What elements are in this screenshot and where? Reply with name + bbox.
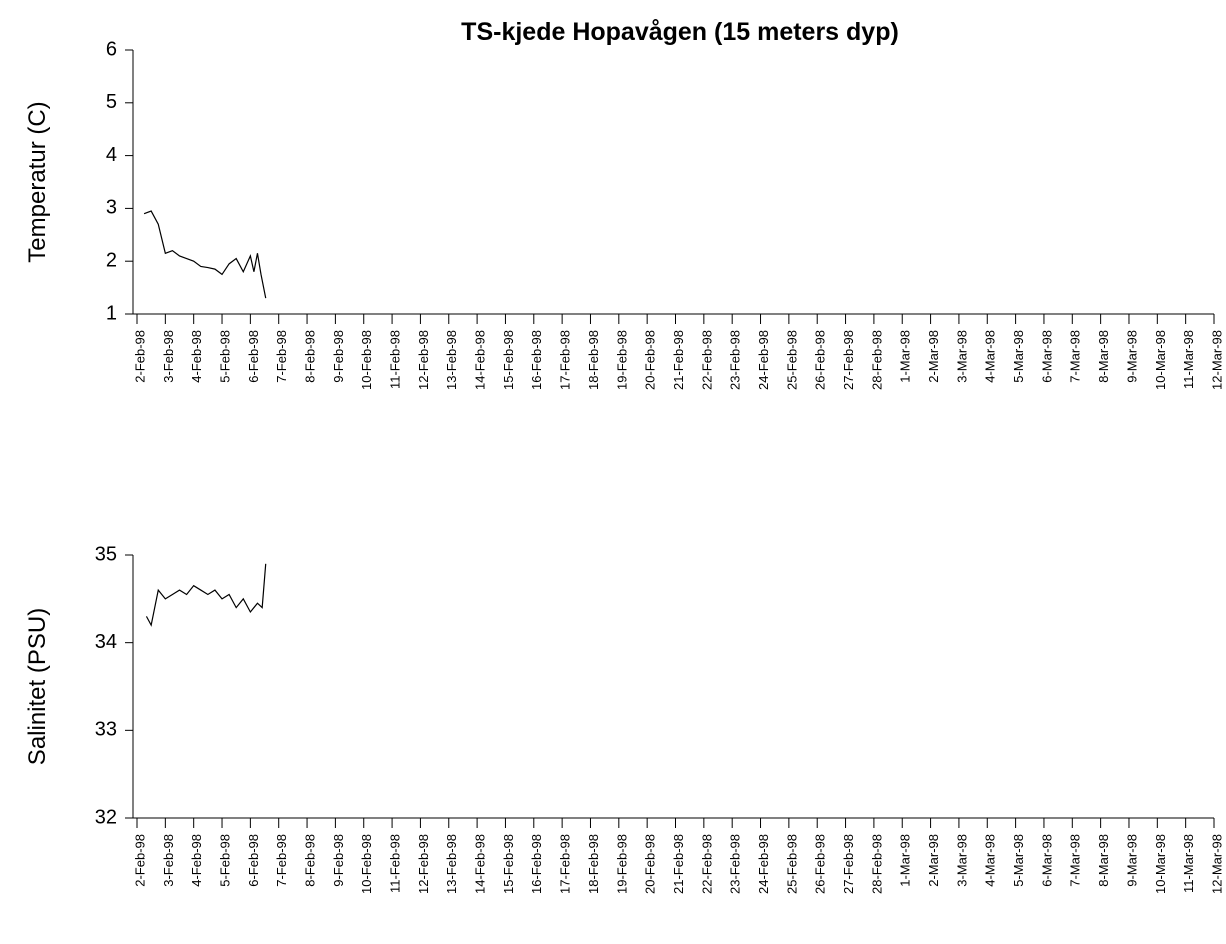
x-tick-label: 11-Feb-98 [388,330,403,389]
x-tick-label: 19-Feb-98 [614,834,629,894]
x-tick-label: 15-Feb-98 [501,330,516,390]
x-tick-label: 8-Mar-98 [1096,330,1111,383]
y-tick-label: 34 [95,631,117,653]
x-tick-label: 7-Feb-98 [274,330,289,383]
x-tick-label: 27-Feb-98 [841,330,856,390]
x-tick-label: 10-Mar-98 [1153,834,1168,894]
x-tick-label: 28-Feb-98 [869,834,884,894]
x-tick-label: 8-Feb-98 [302,834,317,887]
y-tick-label: 32 [95,806,117,828]
x-tick-label: 9-Feb-98 [331,834,346,887]
x-tick-label: 6-Mar-98 [1039,330,1054,383]
x-tick-label: 28-Feb-98 [869,330,884,390]
x-tick-label: 4-Feb-98 [189,834,204,887]
y-axis-label: Temperatur (C) [24,101,51,262]
x-tick-label: 9-Mar-98 [1124,330,1139,383]
x-tick-label: 4-Feb-98 [189,330,204,383]
x-tick-label: 2-Feb-98 [132,330,147,383]
x-tick-label: 23-Feb-98 [728,330,743,390]
x-tick-label: 13-Feb-98 [444,330,459,390]
x-tick-label: 16-Feb-98 [529,834,544,894]
x-tick-label: 5-Mar-98 [1011,834,1026,887]
y-tick-label: 35 [95,543,117,565]
x-tick-label: 10-Mar-98 [1153,330,1168,390]
x-tick-label: 7-Mar-98 [1068,330,1083,383]
y-tick-label: 1 [106,302,117,324]
x-tick-label: 2-Feb-98 [132,834,147,887]
x-tick-label: 19-Feb-98 [614,330,629,390]
x-tick-label: 14-Feb-98 [473,330,488,390]
x-tick-label: 26-Feb-98 [813,330,828,390]
y-tick-label: 2 [106,249,117,271]
y-tick-label: 5 [106,91,117,113]
x-tick-label: 6-Feb-98 [246,834,261,887]
x-tick-label: 4-Mar-98 [983,330,998,383]
x-tick-label: 3-Feb-98 [161,330,176,383]
x-tick-label: 6-Mar-98 [1039,834,1054,887]
x-tick-label: 3-Mar-98 [954,834,969,887]
x-tick-label: 11-Mar-98 [1181,834,1196,893]
x-tick-label: 15-Feb-98 [501,834,516,894]
y-tick-label: 4 [106,144,117,166]
x-tick-label: 23-Feb-98 [728,834,743,894]
data-line [143,210,267,299]
x-tick-label: 11-Mar-98 [1181,330,1196,389]
x-tick-label: 25-Feb-98 [784,330,799,390]
x-tick-label: 1-Mar-98 [898,330,913,383]
x-tick-label: 7-Mar-98 [1068,834,1083,887]
x-tick-label: 18-Feb-98 [586,834,601,894]
x-tick-label: 12-Mar-98 [1209,330,1224,390]
x-tick-label: 18-Feb-98 [586,330,601,390]
x-tick-label: 9-Feb-98 [331,330,346,383]
x-tick-label: 21-Feb-98 [671,834,686,894]
x-tick-label: 8-Mar-98 [1096,834,1111,887]
x-tick-label: 14-Feb-98 [473,834,488,894]
x-tick-label: 11-Feb-98 [388,834,403,893]
x-tick-label: 3-Feb-98 [161,834,176,887]
x-tick-label: 3-Mar-98 [954,330,969,383]
y-tick-label: 6 [106,38,117,60]
x-tick-label: 21-Feb-98 [671,330,686,390]
x-tick-label: 1-Mar-98 [898,834,913,887]
x-tick-label: 16-Feb-98 [529,330,544,390]
x-tick-label: 5-Feb-98 [217,834,232,887]
y-tick-label: 33 [95,719,117,741]
data-line [145,563,267,627]
x-tick-label: 25-Feb-98 [784,834,799,894]
y-axis-label: Salinitet (PSU) [24,608,51,765]
x-tick-label: 9-Mar-98 [1124,834,1139,887]
x-tick-label: 7-Feb-98 [274,834,289,887]
x-tick-label: 22-Feb-98 [699,834,714,894]
x-tick-label: 2-Mar-98 [926,330,941,383]
x-tick-label: 12-Feb-98 [416,330,431,390]
x-tick-label: 22-Feb-98 [699,330,714,390]
x-tick-label: 13-Feb-98 [444,834,459,894]
y-tick-label: 3 [106,197,117,219]
x-tick-label: 10-Feb-98 [359,834,374,894]
x-tick-label: 10-Feb-98 [359,330,374,390]
x-tick-label: 5-Feb-98 [217,330,232,383]
x-tick-label: 20-Feb-98 [643,834,658,894]
x-tick-label: 4-Mar-98 [983,834,998,887]
x-tick-label: 20-Feb-98 [643,330,658,390]
x-tick-label: 2-Mar-98 [926,834,941,887]
x-tick-label: 17-Feb-98 [558,834,573,894]
chart-title: TS-kjede Hopavågen (15 meters dyp) [461,18,899,46]
x-tick-label: 12-Mar-98 [1209,834,1224,894]
x-tick-label: 24-Feb-98 [756,330,771,390]
x-tick-label: 6-Feb-98 [246,330,261,383]
x-tick-label: 12-Feb-98 [416,834,431,894]
x-tick-label: 5-Mar-98 [1011,330,1026,383]
x-tick-label: 27-Feb-98 [841,834,856,894]
x-tick-label: 24-Feb-98 [756,834,771,894]
x-tick-label: 26-Feb-98 [813,834,828,894]
x-tick-label: 8-Feb-98 [302,330,317,383]
x-tick-label: 17-Feb-98 [558,330,573,390]
